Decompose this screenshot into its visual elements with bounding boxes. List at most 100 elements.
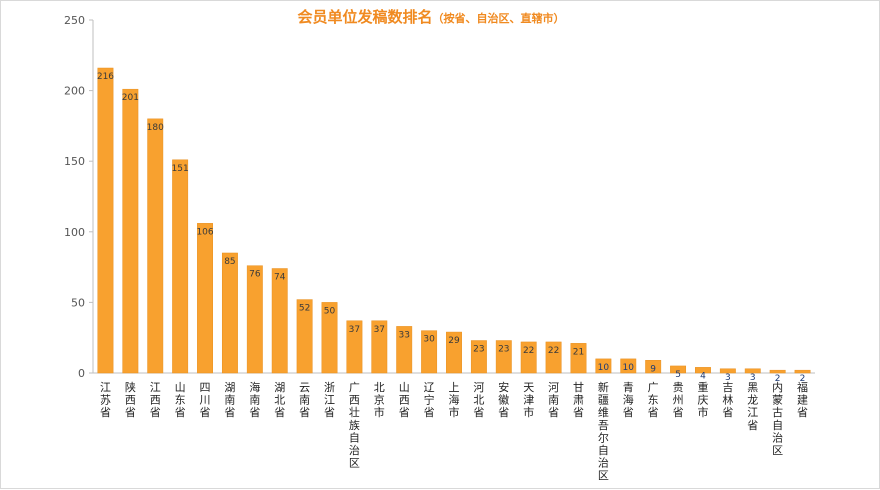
x-category-label: 北京市 xyxy=(374,381,385,419)
data-label: 74 xyxy=(274,273,286,283)
bar xyxy=(346,320,363,374)
data-label: 76 xyxy=(249,270,261,280)
x-category-label: 天津市 xyxy=(523,381,534,419)
x-category-label: 四川省 xyxy=(200,381,211,419)
bar xyxy=(495,340,512,374)
x-category-label: 浙江省 xyxy=(324,381,335,419)
data-label: 5 xyxy=(675,370,681,380)
bar xyxy=(421,330,438,374)
data-label: 22 xyxy=(523,346,534,356)
x-category-label: 山西省 xyxy=(399,381,410,419)
x-category-label: 甘肃省 xyxy=(573,381,584,419)
data-label: 23 xyxy=(498,345,509,355)
x-category-label: 上海市 xyxy=(449,381,460,419)
x-category-label: 吉林省 xyxy=(722,381,733,419)
bars xyxy=(97,67,811,374)
x-category-label: 海南省 xyxy=(249,380,260,419)
x-category-label: 内蒙古自治区 xyxy=(772,380,783,457)
bar xyxy=(545,341,562,374)
data-label: 151 xyxy=(172,164,189,174)
y-tick-label: 250 xyxy=(64,14,85,27)
data-label: 50 xyxy=(324,306,336,316)
x-category-label: 河南省 xyxy=(548,381,559,419)
chart-title: 会员单位发稿数排名（按省、自治区、直辖市） xyxy=(297,8,564,26)
bar xyxy=(147,118,164,374)
bar xyxy=(97,67,114,374)
data-label: 30 xyxy=(423,335,435,345)
bar xyxy=(470,340,487,374)
x-category-label: 湖北省 xyxy=(274,381,285,419)
data-label: 4 xyxy=(700,371,706,381)
x-category-label: 河北省 xyxy=(473,381,484,419)
data-label: 180 xyxy=(147,123,164,133)
bar xyxy=(794,369,811,374)
data-label: 2 xyxy=(775,374,781,384)
data-label: 10 xyxy=(598,363,610,373)
chart-title-subtitle: （按省、自治区、直辖市） xyxy=(433,11,565,25)
bar xyxy=(695,367,711,374)
bar xyxy=(271,268,288,374)
x-axis-categories: 江苏省 陕西省 江西省 山东省 四川省 湖南省 海南省 湖北省 云南省 浙江省 广西壮族自治区 北京市… xyxy=(100,380,808,482)
bar xyxy=(719,368,736,374)
x-category-label: 福建省 xyxy=(797,380,808,419)
bar xyxy=(446,331,462,374)
bar xyxy=(296,299,313,374)
data-label: 52 xyxy=(299,304,310,314)
x-category-label: 山东省 xyxy=(175,381,186,419)
bar xyxy=(769,369,786,374)
data-label: 3 xyxy=(750,373,756,383)
x-category-label: 贵州省 xyxy=(673,381,684,419)
x-category-label: 广东省 xyxy=(648,381,659,419)
data-label: 201 xyxy=(122,93,139,103)
chart-title-main: 会员单位发稿数排名 xyxy=(297,8,432,26)
x-category-label: 广西壮族自治区 xyxy=(349,381,360,470)
data-label: 3 xyxy=(725,373,731,383)
x-category-label: 江西省 xyxy=(150,381,161,419)
x-category-label: 辽宁省 xyxy=(424,381,435,419)
data-label: 37 xyxy=(349,325,360,335)
data-label: 9 xyxy=(650,364,656,374)
y-tick-label: 100 xyxy=(64,226,85,239)
bar xyxy=(172,159,189,374)
data-label: 33 xyxy=(398,330,409,340)
bar xyxy=(645,360,662,374)
bar xyxy=(744,368,761,374)
y-axis-ticks: 0 50 100 150 200 250 xyxy=(64,14,93,380)
bar xyxy=(670,365,687,374)
x-category-label: 陕西省 xyxy=(125,380,136,419)
bar xyxy=(595,358,612,374)
data-label: 85 xyxy=(224,257,235,267)
data-label: 37 xyxy=(374,325,385,335)
data-label: 2 xyxy=(800,374,806,384)
data-label: 216 xyxy=(97,72,114,82)
x-category-label: 安徽省 xyxy=(498,380,509,419)
x-category-label: 江苏省 xyxy=(100,381,111,419)
x-category-label: 云南省 xyxy=(299,381,310,419)
y-tick-label: 0 xyxy=(78,367,85,380)
data-label: 29 xyxy=(448,336,460,346)
x-category-label: 重庆市 xyxy=(697,380,708,419)
x-category-label: 黑龙江省 xyxy=(747,381,758,432)
bar xyxy=(520,341,537,374)
x-category-label: 湖南省 xyxy=(224,381,235,419)
bar xyxy=(371,320,388,374)
x-category-label: 青海省 xyxy=(623,381,634,419)
data-label: 23 xyxy=(473,345,484,355)
x-category-label: 新疆维吾尔自治区 xyxy=(598,380,609,482)
y-tick-label: 50 xyxy=(71,296,85,309)
bar xyxy=(221,252,238,374)
y-tick-label: 150 xyxy=(64,155,85,168)
bar xyxy=(321,302,338,374)
bar xyxy=(620,358,637,374)
data-label: 106 xyxy=(196,227,213,237)
data-label: 10 xyxy=(623,363,635,373)
bar xyxy=(570,343,587,374)
bar xyxy=(246,265,263,374)
bar xyxy=(122,88,139,374)
data-label: 21 xyxy=(573,347,584,357)
data-label: 22 xyxy=(548,346,559,356)
bar xyxy=(197,223,213,374)
